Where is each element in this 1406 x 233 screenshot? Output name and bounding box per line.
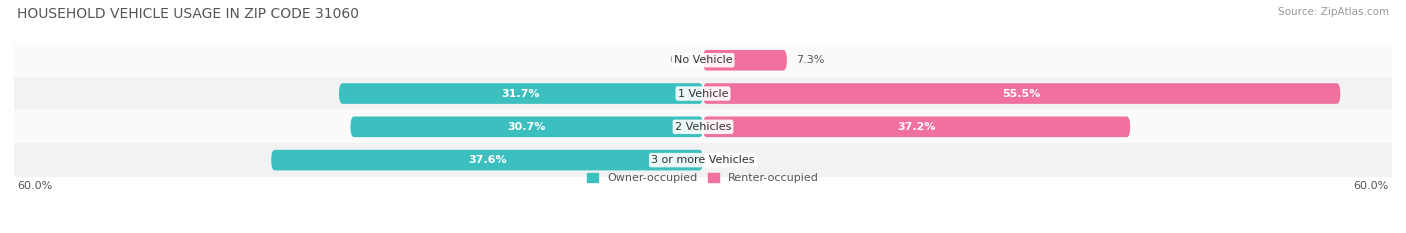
Text: 60.0%: 60.0% bbox=[1353, 181, 1389, 191]
FancyBboxPatch shape bbox=[339, 83, 703, 104]
Text: 1 Vehicle: 1 Vehicle bbox=[678, 89, 728, 99]
FancyBboxPatch shape bbox=[703, 83, 1340, 104]
Text: 37.6%: 37.6% bbox=[468, 155, 506, 165]
Text: No Vehicle: No Vehicle bbox=[673, 55, 733, 65]
FancyBboxPatch shape bbox=[703, 50, 787, 71]
Text: 7.3%: 7.3% bbox=[796, 55, 824, 65]
Text: 3 or more Vehicles: 3 or more Vehicles bbox=[651, 155, 755, 165]
Bar bbox=[14, 110, 1392, 144]
Text: 60.0%: 60.0% bbox=[17, 181, 53, 191]
Legend: Owner-occupied, Renter-occupied: Owner-occupied, Renter-occupied bbox=[586, 173, 820, 183]
Text: 31.7%: 31.7% bbox=[502, 89, 540, 99]
Bar bbox=[14, 144, 1392, 177]
FancyBboxPatch shape bbox=[350, 116, 703, 137]
Text: 30.7%: 30.7% bbox=[508, 122, 546, 132]
Text: 37.2%: 37.2% bbox=[897, 122, 936, 132]
Text: HOUSEHOLD VEHICLE USAGE IN ZIP CODE 31060: HOUSEHOLD VEHICLE USAGE IN ZIP CODE 3106… bbox=[17, 7, 359, 21]
Text: 55.5%: 55.5% bbox=[1002, 89, 1040, 99]
Bar bbox=[14, 77, 1392, 110]
Text: Source: ZipAtlas.com: Source: ZipAtlas.com bbox=[1278, 7, 1389, 17]
Text: 0.0%: 0.0% bbox=[709, 155, 737, 165]
Text: 0.0%: 0.0% bbox=[669, 55, 697, 65]
FancyBboxPatch shape bbox=[271, 150, 703, 170]
Bar bbox=[14, 44, 1392, 77]
Text: 2 Vehicles: 2 Vehicles bbox=[675, 122, 731, 132]
FancyBboxPatch shape bbox=[703, 116, 1130, 137]
